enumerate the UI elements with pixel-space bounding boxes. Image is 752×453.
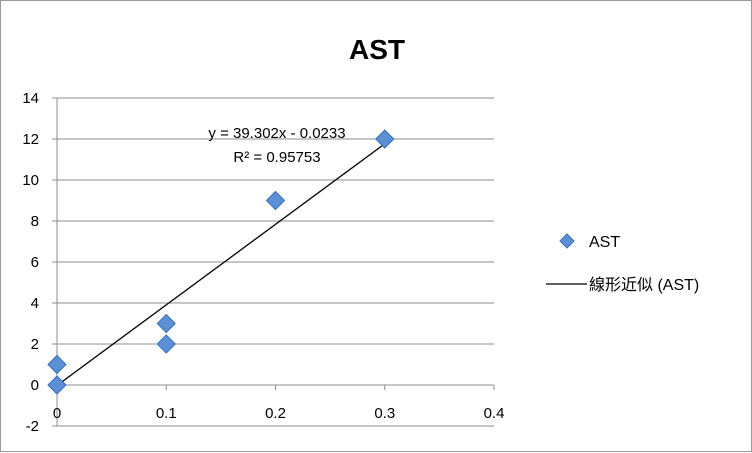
data-point	[265, 190, 286, 211]
y-tick-label: 6	[31, 254, 39, 271]
r-squared-label: R² = 0.95753	[233, 149, 320, 166]
x-tick-label: 0.2	[265, 405, 286, 422]
legend-label-trendline: 線形近似 (AST)	[589, 276, 699, 294]
data-point	[156, 313, 176, 334]
x-tick-label: 0.1	[156, 405, 177, 422]
y-tick-label: 2	[31, 336, 39, 353]
y-tick-label: 14	[22, 90, 39, 107]
x-tick-label: 0.4	[484, 405, 505, 422]
y-tick-label: 8	[31, 213, 39, 230]
x-tick-label: 0	[53, 405, 61, 422]
legend-label-ast: AST	[589, 234, 620, 251]
legend-marker-diamond-icon	[559, 233, 575, 249]
y-tick-label: 12	[22, 131, 39, 148]
legend: AST 線形近似 (AST)	[546, 233, 699, 294]
data-point	[375, 129, 395, 149]
trendline	[56, 143, 386, 387]
y-tick-label: 10	[22, 172, 39, 189]
chart-title: AST	[349, 34, 405, 65]
x-axis-tick-labels: 0 0.1 0.2 0.3 0.4	[53, 405, 505, 422]
trendline-group	[56, 143, 386, 387]
y-axis-tick-labels: -2 0 2 4 6 8 10 12 14	[22, 90, 39, 435]
x-tick-label: 0.3	[374, 405, 395, 422]
y-tick-label: 4	[31, 295, 39, 312]
trendline-equation: y = 39.302x - 0.0233	[208, 125, 345, 142]
y-tick-label: -2	[26, 418, 39, 435]
data-point	[156, 334, 176, 354]
data-points	[47, 129, 395, 395]
data-point	[47, 375, 67, 395]
gridlines	[52, 97, 494, 427]
data-point	[47, 354, 67, 375]
y-tick-label: 0	[31, 377, 39, 394]
